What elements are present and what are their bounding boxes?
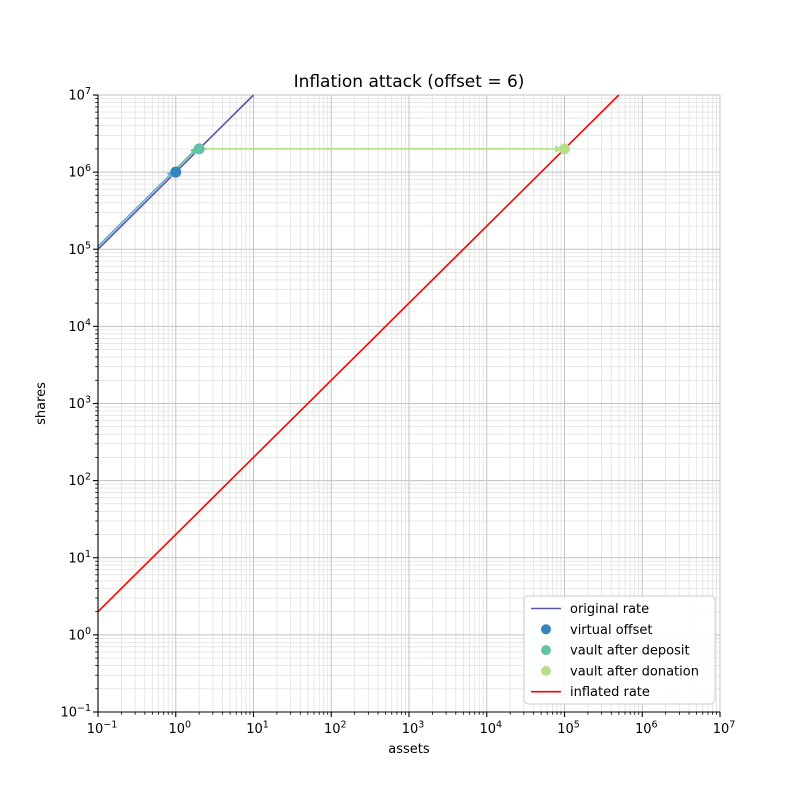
x-axis-label: assets <box>388 742 430 757</box>
x-tick-label: 102 <box>324 720 347 738</box>
y-tick-labels: 10−1 100 101 102 103 104 105 106 107 <box>60 86 91 721</box>
axis-ticks <box>93 94 721 717</box>
legend-dot-marker <box>541 665 551 676</box>
legend-item-label: inflated rate <box>570 685 650 700</box>
annotation-arrow-1 <box>175 146 199 170</box>
point-vault-after-deposit <box>193 143 205 155</box>
y-tick-label: 104 <box>68 317 91 335</box>
legend-item-virtual-offset: virtual offset <box>541 623 652 638</box>
y-tick-label: 100 <box>68 626 91 644</box>
point-virtual-offset <box>170 166 182 178</box>
legend-dot-marker <box>541 624 551 635</box>
y-tick-label: 106 <box>68 163 91 181</box>
point-vault-after-donation <box>559 143 570 155</box>
x-tick-label: 104 <box>479 720 502 738</box>
x-tick-label: 100 <box>168 720 191 738</box>
legend: original rate virtual offset vault after d… <box>523 595 716 705</box>
y-tick-label: 103 <box>68 395 91 413</box>
x-tick-labels: 10−1 100 101 102 103 104 105 106 107 <box>87 720 736 738</box>
legend-item-label: vault after donation <box>570 664 699 679</box>
x-tick-label: 101 <box>246 720 269 738</box>
legend-item-inflated-rate: inflated rate <box>531 685 650 700</box>
y-axis-label: shares <box>34 382 49 425</box>
legend-item-vault-after-deposit: vault after deposit <box>541 644 690 659</box>
x-tick-label: 106 <box>635 720 658 738</box>
y-tick-label: 105 <box>68 240 91 258</box>
legend-item-vault-after-donation: vault after donation <box>541 664 699 679</box>
legend-item-label: vault after deposit <box>570 644 690 659</box>
legend-item-original-rate: original rate <box>531 602 649 617</box>
y-tick-label: 107 <box>68 86 91 104</box>
x-tick-label: 107 <box>713 720 736 738</box>
series-line-inflated-rate <box>97 94 620 613</box>
legend-dot-marker <box>541 645 551 656</box>
y-tick-label: 102 <box>68 472 91 490</box>
chart-title: Inflation attack (offset = 6) <box>294 72 525 92</box>
x-tick-label: 10−1 <box>87 720 118 738</box>
annotation-arrows <box>97 145 564 247</box>
legend-item-label: virtual offset <box>570 623 652 638</box>
legend-box <box>523 595 716 705</box>
legend-item-label: original rate <box>570 602 649 617</box>
x-tick-label: 103 <box>402 720 425 738</box>
y-tick-label: 10−1 <box>60 703 91 721</box>
y-tick-label: 101 <box>68 549 91 567</box>
x-tick-label: 105 <box>557 720 580 738</box>
annotation-arrow-0 <box>97 169 176 247</box>
series-points <box>170 143 570 178</box>
